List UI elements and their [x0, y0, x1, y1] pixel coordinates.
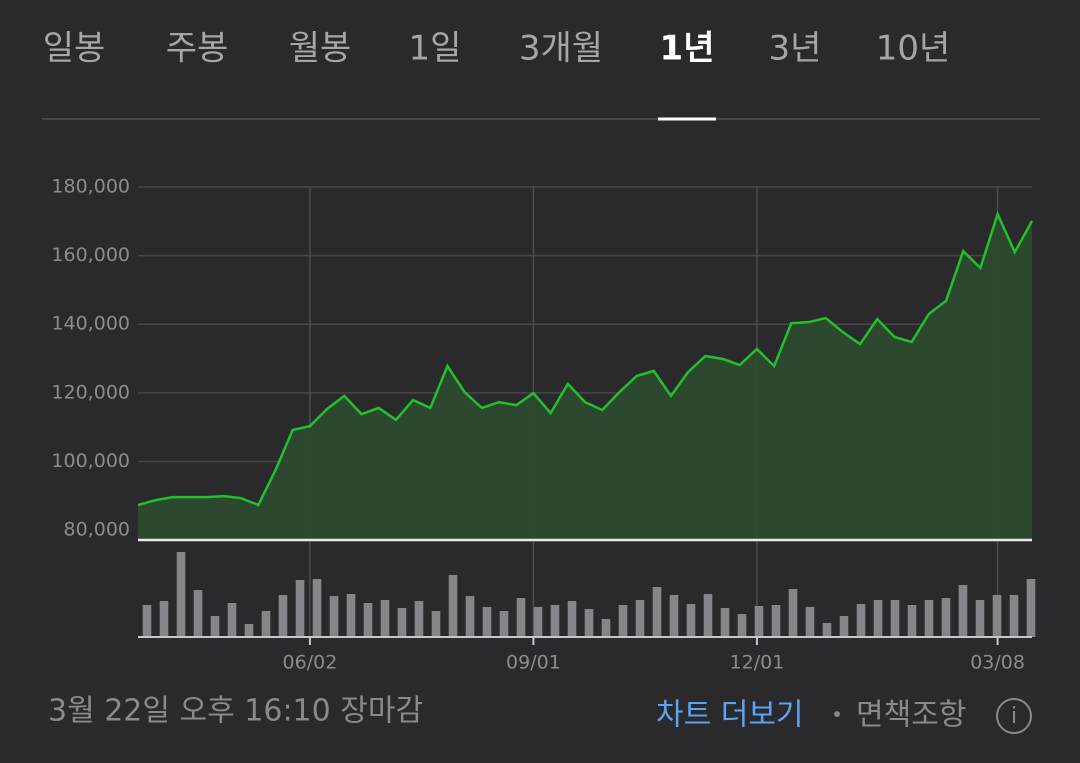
volume-bar — [516, 598, 526, 637]
volume-bar — [635, 600, 645, 637]
tab[interactable]: 주봉 — [166, 29, 229, 69]
volume-bar — [754, 606, 764, 637]
volume-bar — [142, 605, 152, 637]
volume-bar — [397, 608, 407, 637]
y-tick-label: 180,000 — [51, 176, 130, 198]
volume-bar — [278, 595, 288, 637]
disclaimer-link[interactable]: 면책조항 — [856, 698, 966, 733]
volume-bar — [805, 607, 815, 637]
volume-bar — [431, 611, 441, 637]
volume-bar — [584, 609, 594, 637]
volume-bar — [244, 624, 254, 637]
volume-bar — [839, 616, 849, 637]
volume-bar — [618, 605, 628, 637]
volume-bar — [380, 600, 390, 637]
volume-bar — [567, 601, 577, 637]
y-tick-label: 120,000 — [51, 381, 130, 403]
volume-bar — [499, 611, 509, 637]
tab[interactable]: 3개월 — [519, 29, 603, 69]
volume-bar — [193, 590, 203, 637]
volume-bar — [601, 619, 611, 637]
volume-bar — [1026, 579, 1036, 637]
volume-bar — [159, 601, 169, 637]
volume-bar — [907, 605, 917, 637]
info-icon-glyph: i — [1011, 704, 1017, 729]
tab[interactable]: 3년 — [769, 29, 822, 69]
volume-bar — [482, 607, 492, 637]
volume-bar — [465, 596, 475, 637]
volume-bar — [210, 616, 220, 637]
tab[interactable]: 일봉 — [43, 29, 106, 69]
volume-bar — [312, 579, 322, 637]
tab[interactable]: 월봉 — [289, 29, 352, 69]
tab[interactable]: 10년 — [876, 29, 951, 69]
volume-bar — [329, 596, 339, 637]
volume-bar — [873, 600, 883, 637]
volume-bar — [346, 594, 356, 637]
info-icon[interactable] — [996, 698, 1032, 734]
tab[interactable]: 1년 — [660, 29, 715, 69]
volume-bar — [737, 614, 747, 637]
volume-bar — [363, 603, 373, 637]
volume-bar — [1009, 595, 1019, 637]
volume-bar — [992, 595, 1002, 637]
x-tick-label: 09/01 — [506, 652, 561, 674]
separator: • — [831, 703, 843, 727]
volume-bar — [533, 607, 543, 637]
volume-bar — [227, 603, 237, 637]
volume-bar — [788, 589, 798, 637]
volume-bar — [941, 598, 951, 637]
more-chart-link[interactable]: 차트 더보기 — [656, 698, 804, 733]
x-tick-label: 06/02 — [283, 652, 338, 674]
volume-bar — [975, 600, 985, 637]
volume-bar — [856, 604, 866, 637]
volume-bar — [261, 611, 271, 637]
price-area — [138, 214, 1032, 539]
volume-bar — [669, 595, 679, 637]
x-tick-label: 03/08 — [970, 652, 1025, 674]
volume-bar — [890, 600, 900, 637]
volume-bar — [686, 604, 696, 637]
volume-bar — [924, 600, 934, 637]
volume-bar — [550, 605, 560, 637]
volume-bar — [822, 623, 832, 637]
volume-bar — [720, 608, 730, 637]
volume-bar — [652, 587, 662, 637]
volume-bar — [703, 594, 713, 637]
volume-bar — [295, 580, 305, 637]
volume-bar — [414, 601, 424, 637]
volume-bar — [176, 552, 186, 637]
y-tick-label: 80,000 — [64, 519, 130, 541]
volume-bar — [958, 585, 968, 637]
y-tick-label: 160,000 — [51, 244, 130, 266]
x-tick-label: 12/01 — [730, 652, 785, 674]
volume-bar — [771, 605, 781, 637]
tab[interactable]: 1일 — [409, 29, 462, 69]
volume-bar — [448, 575, 458, 637]
y-tick-label: 140,000 — [51, 313, 130, 335]
timestamp: 3월 22일 오후 16:10 장마감 — [48, 694, 423, 729]
y-tick-label: 100,000 — [51, 450, 130, 472]
price-line — [137, 210, 1034, 507]
